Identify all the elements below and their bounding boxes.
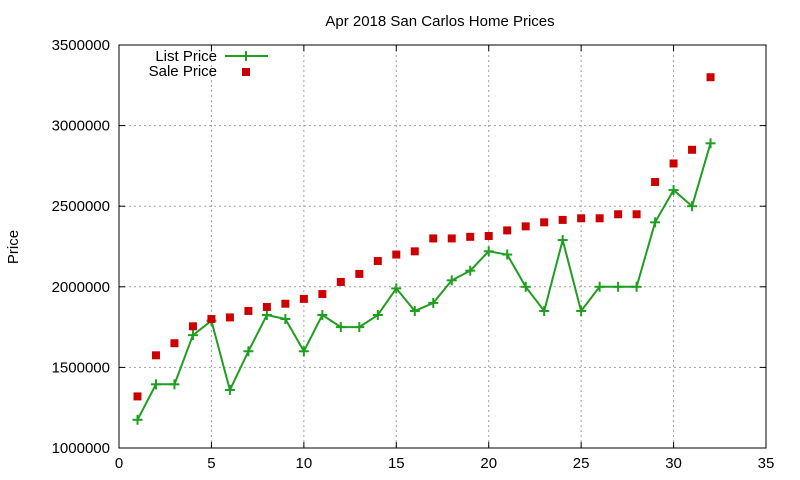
list-price-point: [280, 314, 291, 325]
y-tick-label: 3500000: [52, 37, 110, 54]
list-price-line: [136, 143, 712, 421]
list-price-point: [409, 305, 420, 316]
chart-title: Apr 2018 San Carlos Home Prices: [325, 13, 554, 30]
sale-price-point: [207, 315, 216, 324]
list-price-point: [169, 379, 180, 390]
list-price-point: [446, 275, 457, 286]
sale-price-point: [558, 215, 567, 224]
list-price-point: [187, 330, 198, 341]
list-price-point: [335, 322, 346, 333]
list-price-point: [668, 185, 679, 196]
legend: List Price Sale Price: [149, 48, 268, 80]
list-price-point: [594, 281, 605, 292]
sale-price-point: [614, 210, 623, 219]
sale-price-point: [133, 392, 142, 401]
sale-price-point: [225, 313, 234, 322]
ticks-layer: 0 5 10 15 20 25 30 35 1000000 1500000 2000000 25000…: [52, 37, 775, 472]
y-tick-label: 1500000: [52, 359, 110, 376]
legend-label-list-price: List Price: [155, 48, 217, 65]
list-price-point: [243, 346, 254, 357]
legend-label-sale-price: Sale Price: [149, 63, 217, 80]
x-tick-label: 20: [480, 455, 497, 472]
list-price-point: [650, 217, 661, 228]
list-price-point: [465, 265, 476, 276]
list-price-point: [372, 310, 383, 321]
list-price-point: [354, 322, 365, 333]
list-price-point: [317, 310, 328, 321]
list-price-point: [483, 246, 494, 257]
legend-marker-sale-price: [242, 68, 250, 76]
sale-price-point: [262, 302, 271, 311]
list-price-point: [224, 384, 235, 395]
sale-price-point: [151, 351, 160, 360]
sale-price-point: [281, 299, 290, 308]
sale-price-point: [632, 210, 641, 219]
sale-price-point: [392, 250, 401, 259]
list-price-point: [428, 297, 439, 308]
sale-price-point: [336, 277, 345, 286]
sale-price-point: [429, 234, 438, 243]
sale-price-point: [706, 73, 715, 82]
sale-price-point: [466, 232, 475, 241]
sale-price-point: [503, 226, 512, 235]
sale-price-point: [521, 222, 530, 231]
y-tick-label: 3000000: [52, 118, 110, 135]
sale-price-point: [188, 322, 197, 331]
x-tick-label: 25: [573, 455, 590, 472]
sale-price-point: [651, 178, 660, 187]
x-tick-label: 10: [296, 455, 313, 472]
sale-price-point: [299, 294, 308, 303]
list-price-point: [261, 310, 272, 321]
sale-price-point: [688, 145, 697, 154]
y-tick-label: 2000000: [52, 279, 110, 296]
y-axis-label: Price: [5, 230, 22, 264]
x-tick-label: 5: [207, 455, 215, 472]
list-price-point: [631, 281, 642, 292]
list-price-point: [687, 201, 698, 212]
list-price-point: [298, 346, 309, 357]
sale-price-point: [669, 159, 678, 168]
sale-price-point: [577, 214, 586, 223]
list-price-point: [613, 281, 624, 292]
axes-layer: [118, 44, 767, 449]
x-tick-label: 30: [665, 455, 682, 472]
list-price-point: [557, 235, 568, 246]
legend-marker-list-price: [241, 51, 251, 61]
sale-price-point: [244, 306, 253, 315]
sale-price-point: [170, 339, 179, 348]
sale-price-point: [410, 247, 419, 256]
grid-layer: [119, 45, 766, 448]
y-tick-label: 1000000: [52, 440, 110, 457]
series-layer: [132, 73, 716, 425]
sale-price-point: [447, 234, 456, 243]
sale-price-point: [373, 257, 382, 266]
list-price-point: [539, 305, 550, 316]
x-tick-label: 0: [115, 455, 123, 472]
sale-price-point: [595, 214, 604, 223]
list-price-point: [705, 138, 716, 149]
y-tick-label: 2500000: [52, 198, 110, 215]
sale-price-point: [540, 218, 549, 227]
list-price-point: [576, 305, 587, 316]
sale-price-point: [318, 290, 327, 299]
sale-price-point: [484, 232, 493, 241]
sale-price-point: [355, 269, 364, 278]
list-price-point: [520, 281, 531, 292]
list-price-point: [150, 379, 161, 390]
list-price-point: [132, 414, 143, 425]
list-price-point: [502, 249, 513, 260]
x-tick-label: 15: [388, 455, 405, 472]
x-tick-label: 35: [758, 455, 775, 472]
plot-frame: [118, 44, 767, 449]
list-price-point: [391, 283, 402, 294]
